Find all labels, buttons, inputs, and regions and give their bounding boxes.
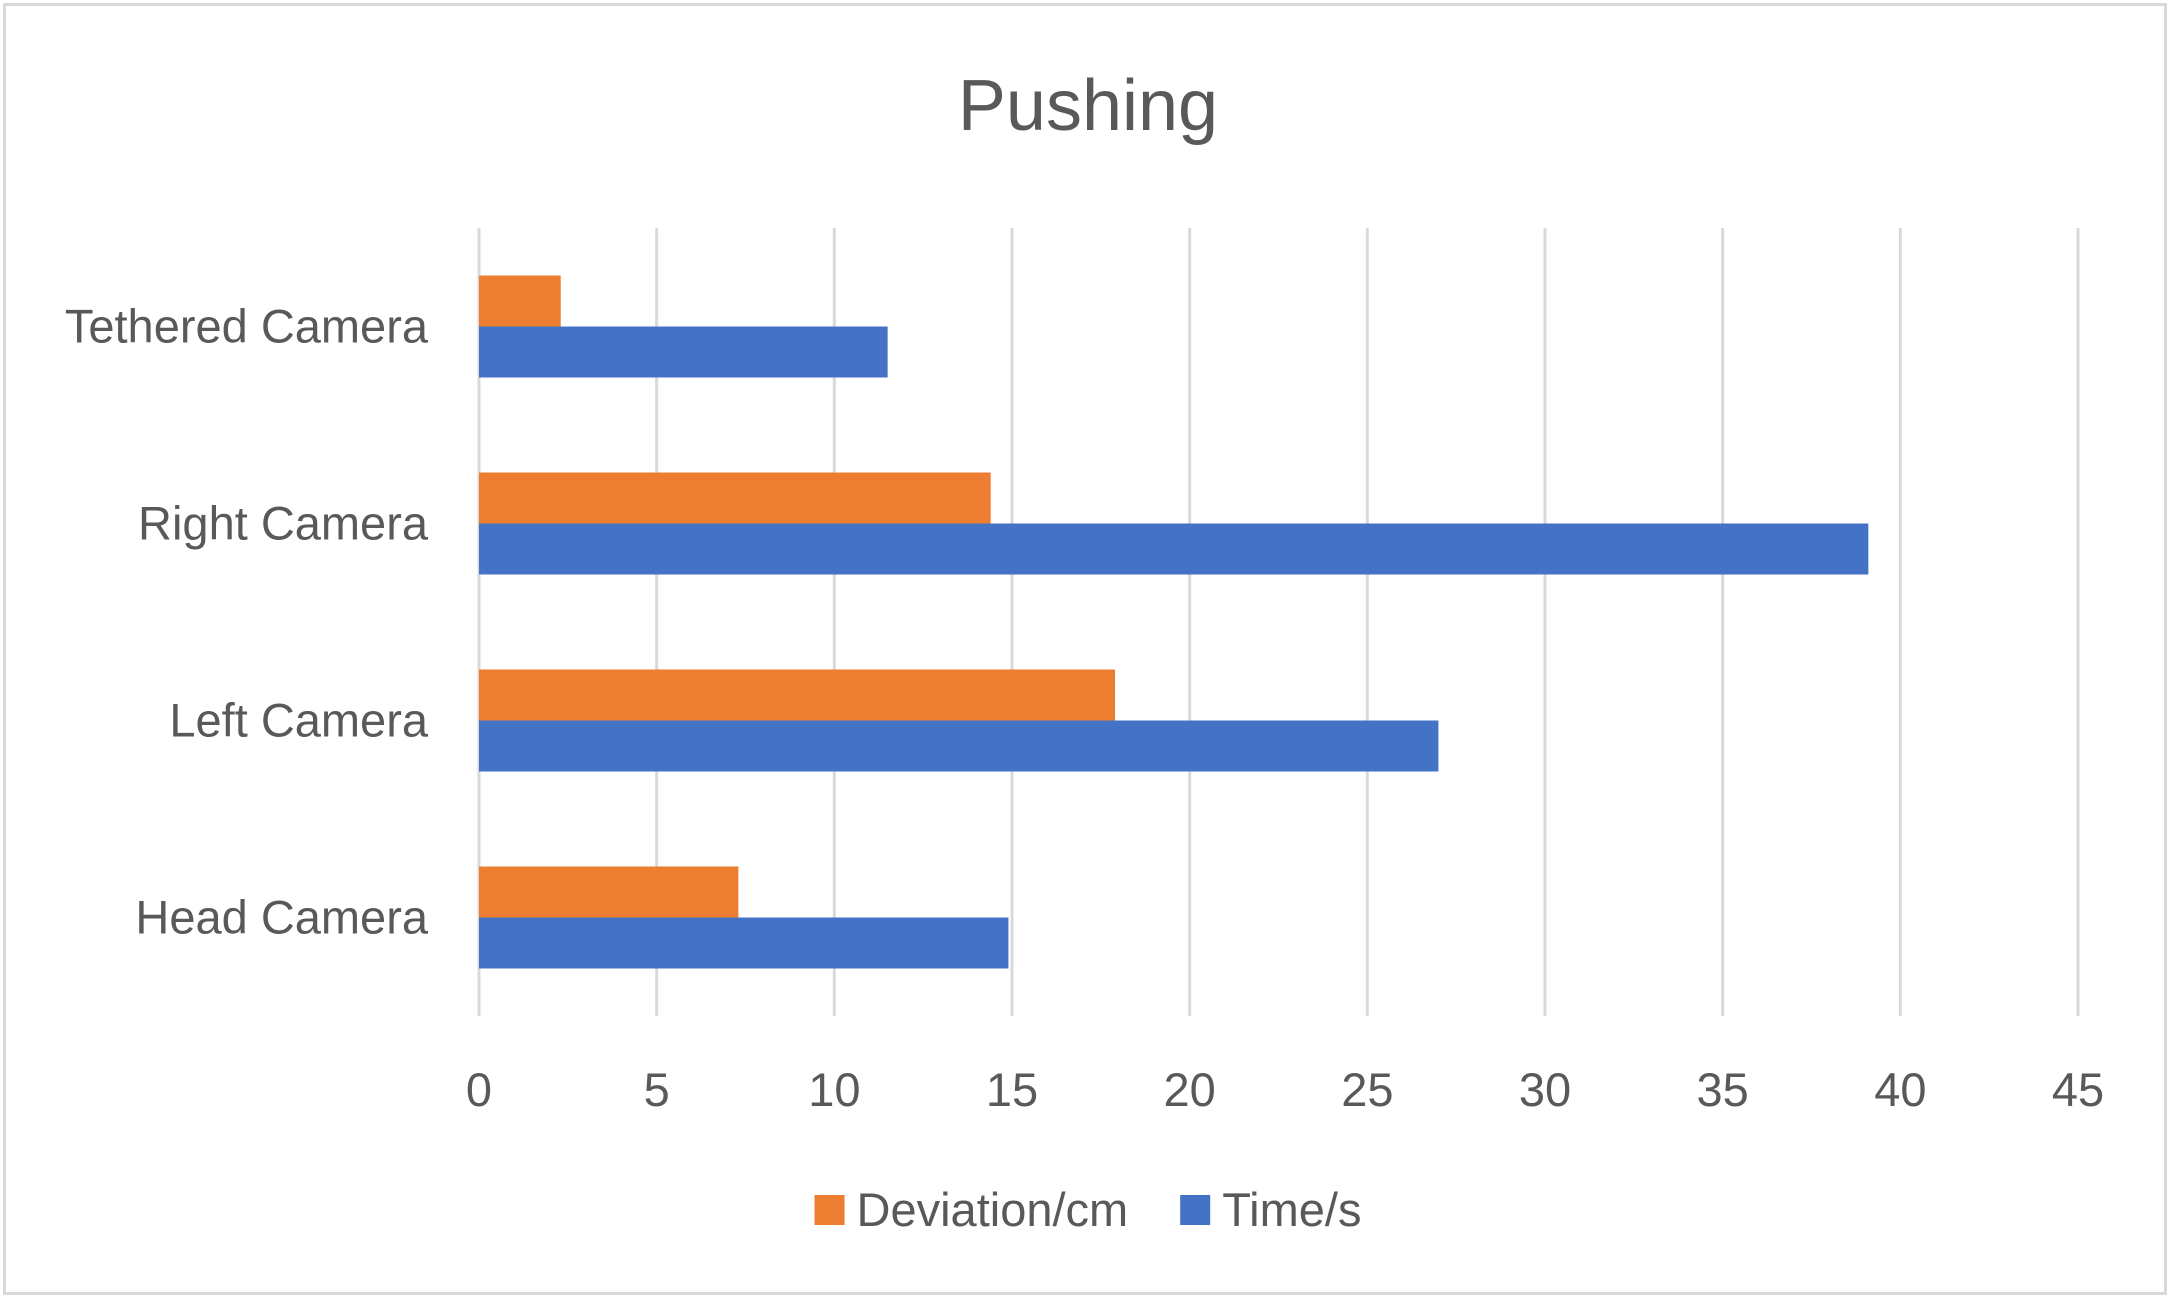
bar-chart: Pushing Tethered Camera Right Camera Left … bbox=[65, 66, 2104, 1236]
bar-time-s-left-camera bbox=[479, 720, 1439, 772]
legend-label-time-s: Time/s bbox=[1222, 1183, 1361, 1236]
x-tick-label-5: 5 bbox=[644, 1063, 670, 1116]
bars bbox=[479, 275, 1869, 969]
category-labels: Tethered Camera Right Camera Left Camera He… bbox=[65, 300, 429, 944]
category-label-head-camera: Head Camera bbox=[135, 891, 428, 944]
bar-deviation-cm-head-camera bbox=[479, 866, 739, 918]
bar-time-s-tethered-camera bbox=[479, 326, 888, 378]
x-tick-label-0: 0 bbox=[466, 1063, 492, 1116]
bar-deviation-cm-right-camera bbox=[479, 472, 991, 524]
legend-swatch-time-s bbox=[1180, 1195, 1211, 1225]
x-axis-tick-labels: 0 5 10 15 20 25 30 35 40 45 bbox=[466, 1063, 2104, 1116]
chart-title: Pushing bbox=[958, 66, 1218, 146]
x-tick-label-45: 45 bbox=[2052, 1063, 2104, 1116]
x-tick-label-25: 25 bbox=[1341, 1063, 1393, 1116]
x-tick-label-20: 20 bbox=[1164, 1063, 1216, 1116]
legend-swatch-deviation-cm bbox=[814, 1195, 845, 1225]
x-tick-label-15: 15 bbox=[986, 1063, 1038, 1116]
category-label-left-camera: Left Camera bbox=[169, 694, 428, 747]
category-label-right-camera: Right Camera bbox=[138, 497, 429, 550]
x-tick-label-40: 40 bbox=[1874, 1063, 1926, 1116]
bar-deviation-cm-tethered-camera bbox=[479, 275, 561, 327]
bar-deviation-cm-left-camera bbox=[479, 669, 1116, 721]
legend-label-deviation-cm: Deviation/cm bbox=[857, 1183, 1129, 1236]
x-tick-label-10: 10 bbox=[808, 1063, 860, 1116]
legend: Deviation/cm Time/s bbox=[814, 1183, 1361, 1236]
category-label-tethered-camera: Tethered Camera bbox=[65, 300, 429, 353]
x-tick-label-30: 30 bbox=[1519, 1063, 1571, 1116]
bar-time-s-head-camera bbox=[479, 917, 1009, 969]
chart-frame: Pushing Tethered Camera Right Camera Left … bbox=[3, 3, 2167, 1295]
bar-time-s-right-camera bbox=[479, 523, 1869, 575]
x-tick-label-35: 35 bbox=[1697, 1063, 1749, 1116]
